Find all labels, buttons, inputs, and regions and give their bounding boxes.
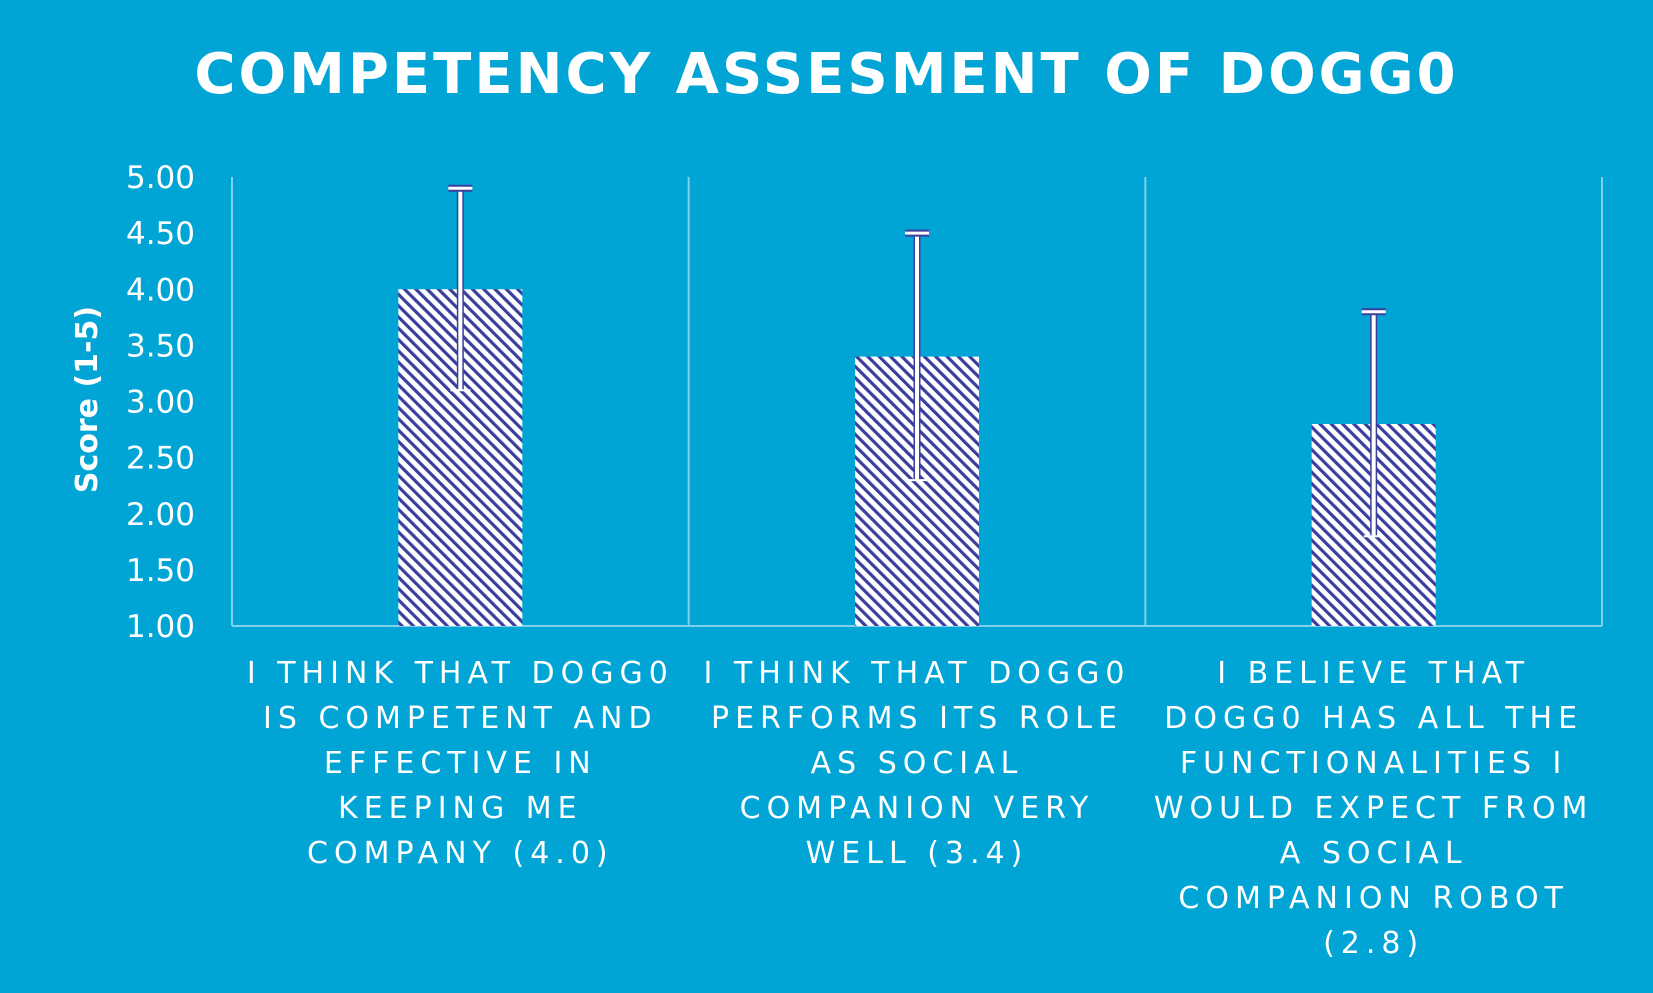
category-label-line: PERFORMS ITS ROLE bbox=[711, 701, 1123, 736]
category-label-line: KEEPING ME bbox=[338, 791, 583, 826]
category-label-line: DOGG0 HAS ALL THE bbox=[1164, 701, 1583, 736]
axis-layer: 1.00 1.50 2.00 2.50 3.00 3.50 4.00 4.50 5.00 Scor… bbox=[70, 160, 195, 645]
category-label-line: A SOCIAL bbox=[1280, 836, 1468, 871]
category-label-line: EFFECTIVE IN bbox=[324, 746, 597, 781]
y-axis-title: Score (1-5) bbox=[70, 306, 105, 493]
y-tick-label: 1.50 bbox=[126, 553, 195, 589]
category-label-line: COMPANY (4.0) bbox=[307, 836, 614, 871]
category-label-line: WOULD EXPECT FROM bbox=[1154, 791, 1594, 826]
category-label-line: I BELIEVE THAT bbox=[1217, 656, 1530, 691]
category-label-line: COMPANION ROBOT bbox=[1178, 881, 1568, 916]
y-tick-label: 4.00 bbox=[126, 272, 195, 308]
category-label: I BELIEVE THAT DOGG0 HAS ALL THE FUNCTIONA… bbox=[1154, 656, 1594, 961]
y-tick-label: 4.50 bbox=[126, 216, 195, 252]
category-label: I THINK THAT DOGG0 IS COMPETENT AND EFFECT… bbox=[247, 656, 674, 871]
error-bar bbox=[448, 184, 473, 392]
error-bar-layer bbox=[448, 184, 1386, 538]
category-label-line: I THINK THAT DOGG0 bbox=[704, 656, 1131, 691]
y-tick-label: 2.00 bbox=[126, 497, 195, 533]
bar-layer bbox=[398, 289, 1436, 626]
category-label-line: AS SOCIAL bbox=[811, 746, 1024, 781]
category-label-line: I THINK THAT DOGG0 bbox=[247, 656, 674, 691]
category-label-line: WELL (3.4) bbox=[806, 836, 1029, 871]
y-tick-label: 2.50 bbox=[126, 441, 195, 477]
category-label-line: (2.8) bbox=[1323, 926, 1424, 961]
category-label-line: IS COMPETENT AND bbox=[263, 701, 658, 736]
category-label: I THINK THAT DOGG0 PERFORMS ITS ROLE AS SO… bbox=[704, 656, 1131, 871]
error-bar bbox=[905, 229, 929, 482]
category-label-line: COMPANION VERY bbox=[740, 791, 1095, 826]
y-tick-label: 1.00 bbox=[126, 609, 195, 645]
y-tick-label: 3.50 bbox=[126, 328, 195, 364]
chart-title: COMPETENCY ASSESMENT OF DOGG0 bbox=[194, 42, 1459, 107]
category-label-line: FUNCTIONALITIES I bbox=[1180, 746, 1567, 781]
category-label-layer: I THINK THAT DOGG0 IS COMPETENT AND EFFECT… bbox=[247, 656, 1594, 961]
error-bar bbox=[1361, 308, 1386, 538]
y-tick-label: 3.00 bbox=[126, 385, 195, 421]
y-tick-label: 5.00 bbox=[126, 160, 195, 196]
